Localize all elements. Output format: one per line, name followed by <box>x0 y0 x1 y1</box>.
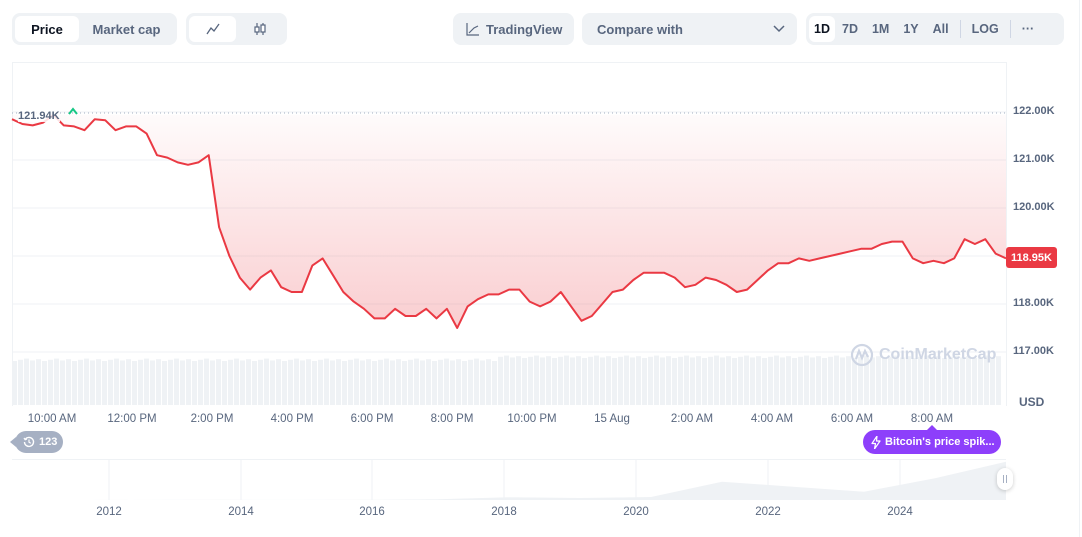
lightning-icon <box>871 435 881 449</box>
x-tick-label: 2:00 AM <box>670 413 714 425</box>
x-tick-label: 4:00 PM <box>270 413 314 425</box>
history-clock-icon <box>23 436 35 448</box>
price-area-fill <box>12 114 1006 328</box>
candlestick-icon <box>253 23 266 35</box>
navigator-chart <box>12 460 1006 500</box>
watermark-text: CoinMarketCap <box>879 346 997 363</box>
y-tick-label: 122.00K <box>1013 105 1055 117</box>
nav-year-label: 2016 <box>359 506 385 518</box>
time-range-selector: 1D 7D 1M 1Y All LOG ··· <box>806 13 1064 45</box>
x-tick-label: 15 Aug <box>594 413 630 425</box>
price-chart-area[interactable] <box>12 62 1006 406</box>
y-tick-label: 120.00K <box>1013 201 1055 213</box>
nav-year-label: 2014 <box>228 506 254 518</box>
chevron-down-icon <box>773 25 785 33</box>
line-chart-button[interactable] <box>189 16 236 42</box>
news-event-label: Bitcoin's price spik... <box>885 436 995 448</box>
max-price-label: 121.94K <box>18 110 60 122</box>
x-tick-label: 10:00 PM <box>507 413 557 425</box>
y-tick-label: 118.00K <box>1013 297 1054 309</box>
news-event-badge[interactable]: Bitcoin's price spik... <box>863 425 1001 454</box>
events-history-badge[interactable]: 123 <box>10 431 63 453</box>
nav-year-label: 2012 <box>96 506 122 518</box>
current-price-tag: 118.95K <box>1006 247 1057 268</box>
range-7d[interactable]: 7D <box>842 22 858 36</box>
tradingview-button[interactable]: TradingView <box>453 13 574 45</box>
volume-bars <box>12 355 1001 405</box>
log-scale-toggle[interactable]: LOG <box>971 22 999 36</box>
navigator-range-handle[interactable] <box>997 468 1013 490</box>
range-1m[interactable]: 1M <box>871 22 890 36</box>
line-chart-icon <box>205 23 220 35</box>
page-edge <box>1079 0 1080 537</box>
tab-market-cap[interactable]: Market cap <box>92 21 161 37</box>
x-tick-label: 4:00 AM <box>750 413 794 425</box>
divider <box>1009 20 1011 38</box>
range-1d[interactable]: 1D <box>809 16 835 42</box>
max-price-marker <box>68 107 78 115</box>
events-count: 123 <box>39 436 58 448</box>
x-tick-label: 6:00 AM <box>830 413 874 425</box>
tradingview-label: TradingView <box>486 21 563 37</box>
y-tick-label: 121.00K <box>1013 153 1055 165</box>
y-tick-label: 117.00K <box>1013 345 1054 357</box>
x-tick-label: 10:00 AM <box>27 413 77 425</box>
compare-with-dropdown[interactable]: Compare with <box>582 13 797 45</box>
tradingview-chart-icon <box>466 22 479 36</box>
range-all[interactable]: All <box>932 22 949 36</box>
nav-year-label: 2022 <box>755 506 781 518</box>
tab-price[interactable]: Price <box>15 16 79 42</box>
currency-label: USD <box>1019 395 1045 409</box>
y-axis-border <box>1006 62 1007 406</box>
coinmarketcap-logo-icon <box>850 343 874 367</box>
x-tick-label: 8:00 AM <box>910 413 954 425</box>
candlestick-button[interactable] <box>236 16 283 42</box>
nav-year-label: 2024 <box>887 506 913 518</box>
range-1y[interactable]: 1Y <box>903 22 919 36</box>
nav-year-label: 2020 <box>623 506 649 518</box>
more-options-button[interactable]: ··· <box>1021 22 1035 36</box>
x-tick-label: 12:00 PM <box>107 413 157 425</box>
x-tick-label: 8:00 PM <box>430 413 474 425</box>
time-navigator[interactable] <box>12 459 1006 501</box>
chart-type-toggle <box>186 13 287 45</box>
coinmarketcap-watermark: CoinMarketCap <box>850 343 996 367</box>
chart-toolbar: Price Market cap TradingView Compare wit… <box>12 13 1064 45</box>
nav-year-label: 2018 <box>491 506 517 518</box>
compare-with-label: Compare with <box>597 21 683 37</box>
data-type-toggle: Price Market cap <box>12 13 177 45</box>
x-tick-label: 2:00 PM <box>190 413 234 425</box>
x-tick-label: 6:00 PM <box>350 413 394 425</box>
divider <box>959 20 961 38</box>
price-line <box>11 113 1007 329</box>
